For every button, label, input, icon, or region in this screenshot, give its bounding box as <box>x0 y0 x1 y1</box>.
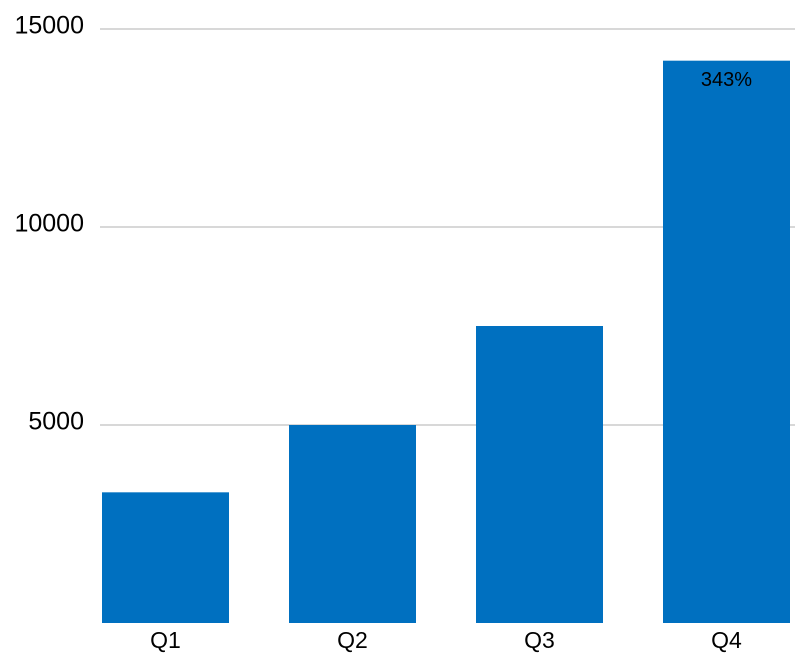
bar <box>476 326 603 623</box>
bar <box>663 60 790 624</box>
x-tick-label: Q3 <box>524 627 555 653</box>
bar <box>102 492 229 623</box>
y-tick-label: 10000 <box>14 210 84 238</box>
annotation: 343% <box>701 69 752 91</box>
x-tick-label: Q4 <box>711 627 742 653</box>
bar <box>289 425 416 623</box>
y-tick-label: 5000 <box>28 408 84 436</box>
x-tick-label: Q1 <box>150 627 181 653</box>
x-tick-label: Q2 <box>337 627 368 653</box>
y-tick-label: 15000 <box>14 12 84 40</box>
